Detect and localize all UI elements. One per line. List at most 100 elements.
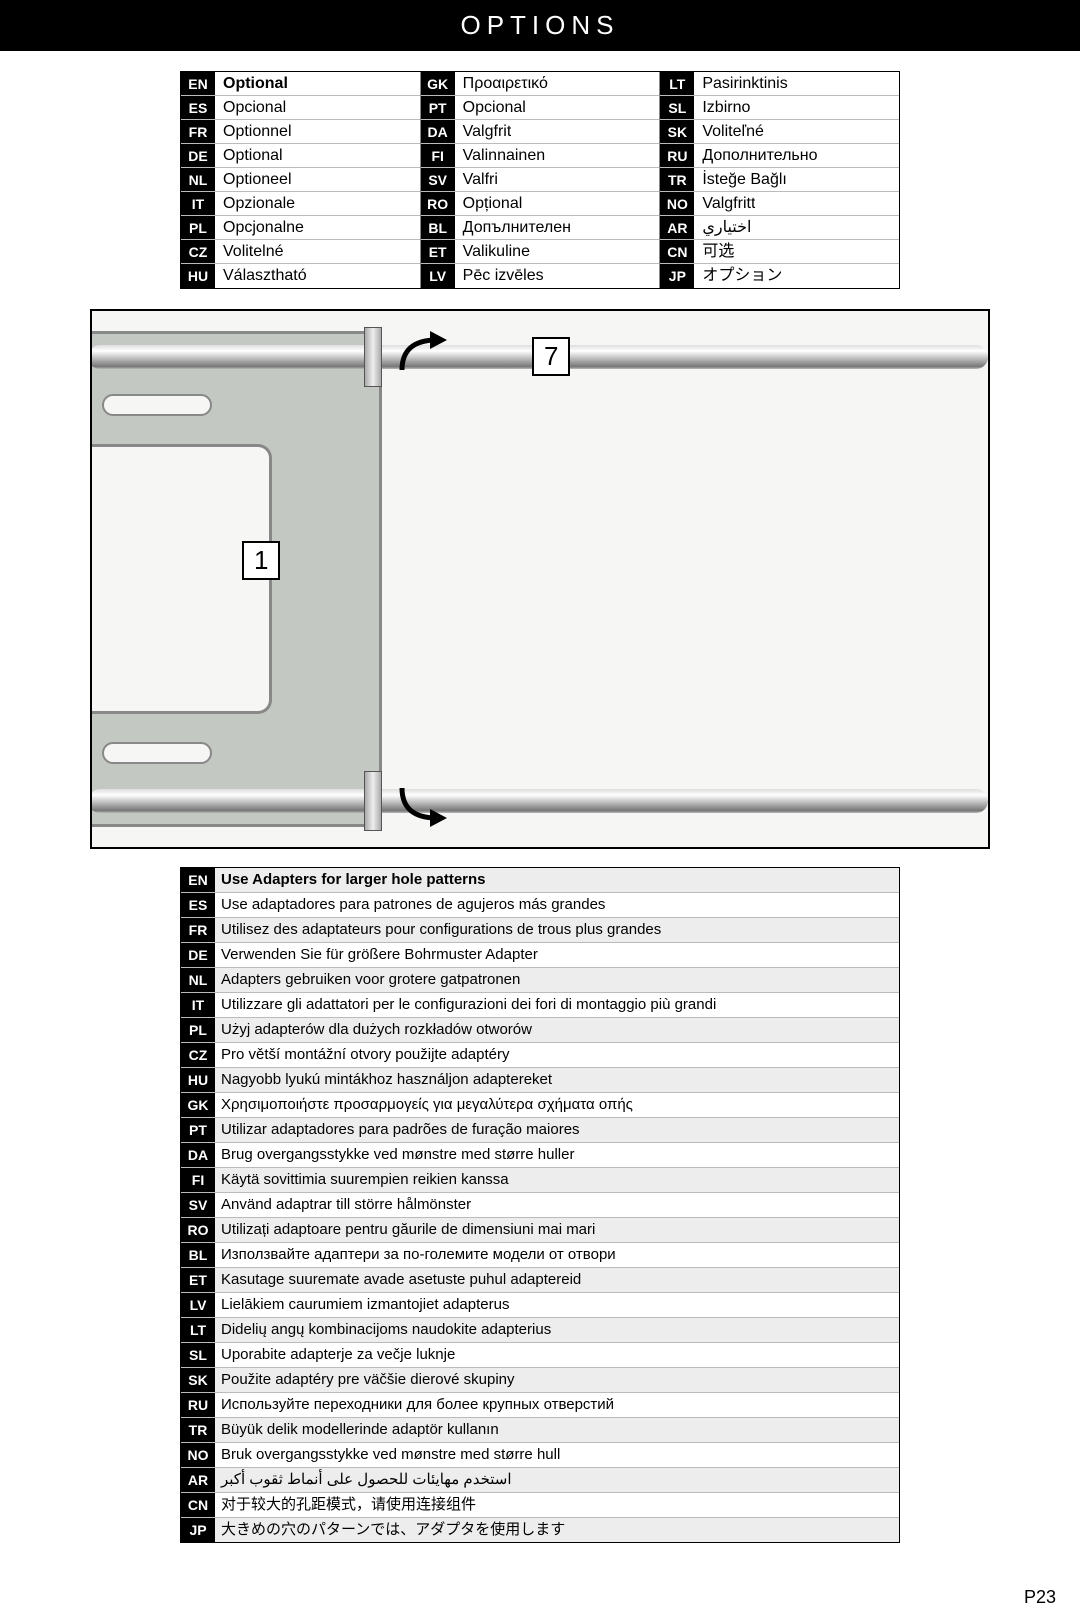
instruction-row: BLИзползвайте адаптери за по-големите мо… xyxy=(181,1243,899,1268)
language-code: IT xyxy=(181,192,215,215)
translation-row: ETValikuline xyxy=(421,240,660,264)
bracket-shape xyxy=(92,331,382,827)
instruction-text: Použite adaptéry pre väčšie dierové skup… xyxy=(215,1368,899,1392)
translation-row: JPオプション xyxy=(660,264,899,288)
language-code: ES xyxy=(181,893,215,917)
instruction-text: Kasutage suuremate avade asetuste puhul … xyxy=(215,1268,899,1292)
language-code: JP xyxy=(181,1518,215,1542)
translation-row: SLIzbirno xyxy=(660,96,899,120)
instruction-row: NOBruk overgangsstykke ved mønstre med s… xyxy=(181,1443,899,1468)
translation-row: DEOptional xyxy=(181,144,420,168)
instruction-table: ENUse Adapters for larger hole patternsE… xyxy=(180,867,900,1543)
translation-row: NLOptioneel xyxy=(181,168,420,192)
language-code: BL xyxy=(421,216,455,239)
translation-text: Voliteľné xyxy=(694,120,764,143)
language-code: LV xyxy=(181,1293,215,1317)
instruction-text: Nagyobb lyukú mintákhoz használjon adapt… xyxy=(215,1068,899,1092)
instruction-row: GKΧρησιμοποιήστε προσαρμογείς για μεγαλύ… xyxy=(181,1093,899,1118)
language-code: CN xyxy=(660,240,694,263)
language-code: SK xyxy=(181,1368,215,1392)
translation-row: PLOpcjonalne xyxy=(181,216,420,240)
translation-column: GKΠροαιρετικόPTOpcionalDAValgfritFIValin… xyxy=(421,72,661,288)
instruction-row: DEVerwenden Sie für größere Bohrmuster A… xyxy=(181,943,899,968)
language-code: DA xyxy=(421,120,455,143)
instruction-row: ESUse adaptadores para patrones de aguje… xyxy=(181,893,899,918)
language-code: SV xyxy=(181,1193,215,1217)
translation-text: İsteğe Bağlı xyxy=(694,168,787,191)
translation-row: ITOpzionale xyxy=(181,192,420,216)
language-code: LV xyxy=(421,264,455,288)
instruction-text: Büyük delik modellerinde adaptör kullanı… xyxy=(215,1418,899,1442)
collar-shape xyxy=(364,327,382,387)
language-code: SV xyxy=(421,168,455,191)
instruction-row: LTDidelių angų kombinacijoms naudokite a… xyxy=(181,1318,899,1343)
instruction-row: ARاستخدم مهايئات للحصول على أنماط ثقوب أ… xyxy=(181,1468,899,1493)
language-code: ET xyxy=(421,240,455,263)
callout-7: 7 xyxy=(532,337,570,376)
language-code: NO xyxy=(181,1443,215,1467)
translation-text: Opcional xyxy=(215,96,286,119)
language-code: AR xyxy=(660,216,694,239)
translation-row: RUДополнительно xyxy=(660,144,899,168)
language-code: DE xyxy=(181,943,215,967)
instruction-row: PTUtilizar adaptadores para padrões de f… xyxy=(181,1118,899,1143)
translation-text: Valinnainen xyxy=(455,144,545,167)
language-code: RU xyxy=(660,144,694,167)
page-header: OPTIONS xyxy=(0,0,1080,51)
page-number: P23 xyxy=(1024,1587,1056,1608)
translation-row: ARاختياري xyxy=(660,216,899,240)
instruction-text: Lielākiem caurumiem izmantojiet adapteru… xyxy=(215,1293,899,1317)
language-code: RU xyxy=(181,1393,215,1417)
language-code: LT xyxy=(181,1318,215,1342)
collar-shape xyxy=(364,771,382,831)
instruction-text: Använd adaptrar till större hålmönster xyxy=(215,1193,899,1217)
language-code: FR xyxy=(181,120,215,143)
instruction-text: Bruk overgangsstykke ved mønstre med stø… xyxy=(215,1443,899,1467)
language-code: TR xyxy=(181,1418,215,1442)
instruction-row: SKPoužite adaptéry pre väčšie dierové sk… xyxy=(181,1368,899,1393)
instruction-text: Utilizați adaptoare pentru găurile de di… xyxy=(215,1218,899,1242)
translation-text: Optional xyxy=(215,144,283,167)
translation-text: Optioneel xyxy=(215,168,292,191)
translation-row: TRİsteğe Bağlı xyxy=(660,168,899,192)
instruction-row: DABrug overgangsstykke ved mønstre med s… xyxy=(181,1143,899,1168)
language-code: RO xyxy=(421,192,455,215)
instruction-row: SLUporabite adapterje za večje luknje xyxy=(181,1343,899,1368)
translation-text: Választható xyxy=(215,264,307,288)
instruction-text: Didelių angų kombinacijoms naudokite ada… xyxy=(215,1318,899,1342)
translation-text: オプション xyxy=(694,264,782,288)
language-code: EN xyxy=(181,868,215,892)
instruction-row: ITUtilizzare gli adattatori per le confi… xyxy=(181,993,899,1018)
language-code: CZ xyxy=(181,1043,215,1067)
translation-table: ENOptionalESOpcionalFROptionnelDEOptiona… xyxy=(180,71,900,289)
language-code: FI xyxy=(181,1168,215,1192)
content-area: EN Optional ES OpcionalFROptionnelDEOptiona… xyxy=(0,51,1080,1543)
instruction-row: LVLielākiem caurumiem izmantojiet adapte… xyxy=(181,1293,899,1318)
translation-row: NOValgfritt xyxy=(660,192,899,216)
language-code: ET xyxy=(181,1268,215,1292)
instruction-text: Uporabite adapterje za večje luknje xyxy=(215,1343,899,1367)
language-code: NO xyxy=(660,192,694,215)
language-code: PL xyxy=(181,1018,215,1042)
translation-row: FROptionnel xyxy=(181,120,420,144)
language-code: HU xyxy=(181,264,215,288)
instruction-row: HUNagyobb lyukú mintákhoz használjon ada… xyxy=(181,1068,899,1093)
instruction-text: Verwenden Sie für größere Bohrmuster Ada… xyxy=(215,943,899,967)
instruction-text: Brug overgangsstykke ved mønstre med stø… xyxy=(215,1143,899,1167)
translation-row: SKVoliteľné xyxy=(660,120,899,144)
translation-text: Pasirinktinis xyxy=(694,72,787,95)
translation-text: Valfri xyxy=(455,168,498,191)
instruction-text: Use Adapters for larger hole patterns xyxy=(215,868,899,892)
language-code: BL xyxy=(181,1243,215,1267)
translation-text: Pēc izvēles xyxy=(455,264,544,288)
language-code: SL xyxy=(181,1343,215,1367)
instruction-text: Utilisez des adaptateurs pour configurat… xyxy=(215,918,899,942)
instruction-text: Adapters gebruiken voor grotere gatpatro… xyxy=(215,968,899,992)
language-code: RO xyxy=(181,1218,215,1242)
language-code: EN xyxy=(181,72,215,95)
language-code: DE xyxy=(181,144,215,167)
translation-text: Valikuline xyxy=(455,240,530,263)
instruction-row: NLAdapters gebruiken voor grotere gatpat… xyxy=(181,968,899,993)
instruction-text: Используйте переходники для более крупны… xyxy=(215,1393,899,1417)
translation-row: LTPasirinktinis xyxy=(660,72,899,96)
